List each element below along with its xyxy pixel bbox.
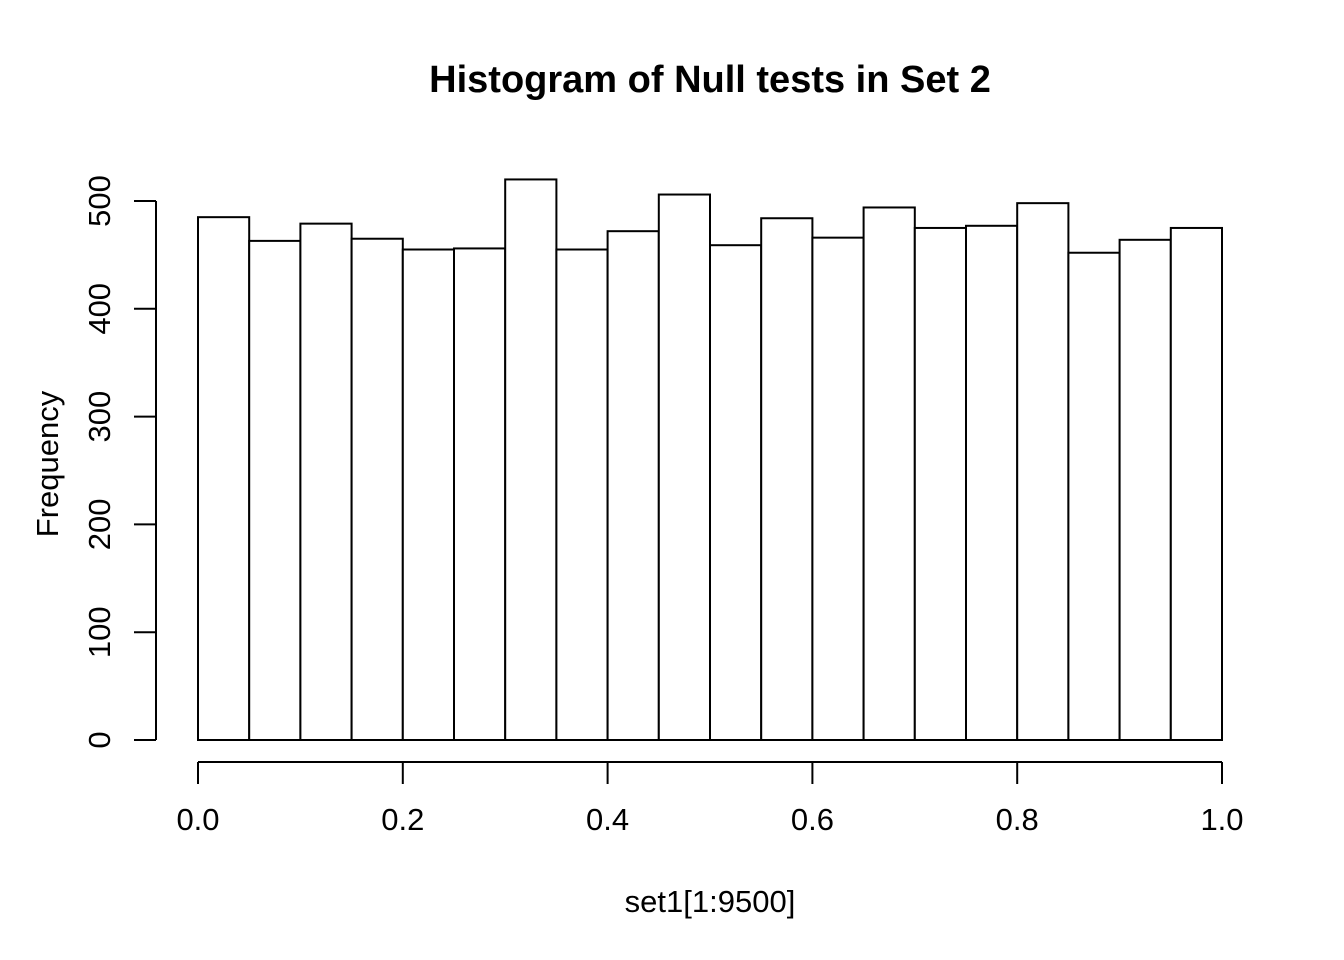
histogram-bar [862, 206, 916, 741]
histogram-bar [965, 224, 1019, 741]
x-tick-label: 1.0 [1200, 802, 1243, 837]
histogram-bar [1118, 238, 1172, 741]
histogram-bar [248, 239, 302, 742]
histogram-bar [657, 193, 711, 742]
y-tick-label: 300 [82, 391, 117, 443]
histogram-bar [555, 248, 609, 741]
x-tick-label: 0.6 [791, 802, 834, 837]
y-tick-label: 0 [82, 731, 117, 748]
histogram-bar [350, 237, 404, 741]
histogram-bar [760, 217, 814, 742]
histogram-bar [1067, 251, 1121, 742]
y-tick-label: 500 [82, 175, 117, 227]
x-tick-label: 0.8 [996, 802, 1039, 837]
histogram-bar [401, 248, 455, 741]
y-tick-label: 400 [82, 283, 117, 335]
y-tick-label: 100 [82, 606, 117, 658]
x-tick-label: 0.0 [176, 802, 219, 837]
y-tick-label: 200 [82, 499, 117, 551]
histogram-bar [299, 222, 353, 741]
histogram-bar [606, 230, 660, 742]
histogram-bar [913, 226, 967, 741]
chart-title: Histogram of Null tests in Set 2 [429, 59, 991, 101]
histogram-bar [453, 247, 507, 741]
histogram-bar [811, 236, 865, 741]
histogram-bar [1016, 202, 1070, 741]
x-tick-label: 0.2 [381, 802, 424, 837]
histogram-bar [197, 216, 251, 742]
histogram-bar [1169, 226, 1224, 741]
x-tick-label: 0.4 [586, 802, 629, 837]
histogram-bar [709, 244, 763, 741]
histogram-bar [504, 178, 558, 741]
x-axis-label: set1[1:9500] [624, 884, 796, 919]
